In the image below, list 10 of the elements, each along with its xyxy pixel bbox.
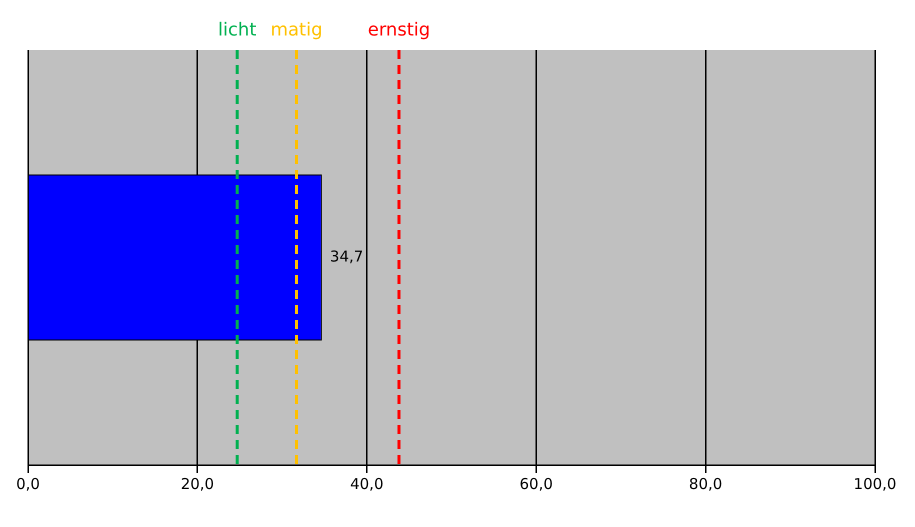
x-tick-label: 40,0 (350, 474, 384, 493)
ref-line-label: licht (218, 20, 256, 41)
data-label: 34,7 (330, 247, 364, 266)
x-tick-label: 20,0 (180, 474, 214, 493)
ref-line-label: matig (270, 20, 323, 41)
x-tick-label: 80,0 (688, 474, 722, 493)
x-tick-label: 0,0 (16, 474, 40, 493)
x-tick-label: 100,0 (854, 474, 896, 493)
x-tick-label: 60,0 (519, 474, 553, 493)
ref-line-label: ernstig (368, 20, 430, 41)
